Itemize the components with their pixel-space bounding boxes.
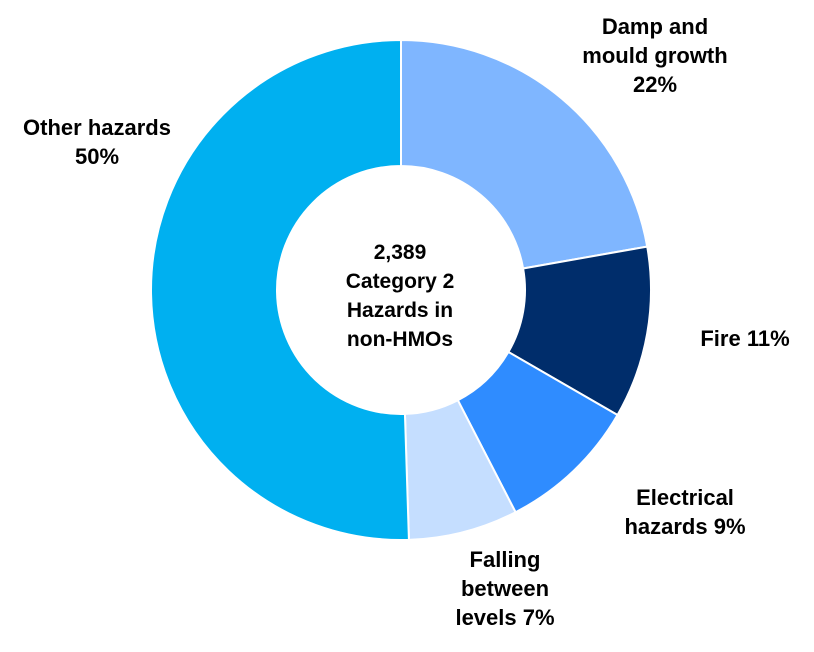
- value-label: 11%: [746, 326, 790, 351]
- category-name: Falling between levels: [455, 547, 550, 630]
- donut-segment: [400, 38, 649, 270]
- center-line: 2,389: [373, 241, 427, 264]
- value-label: 50%: [74, 144, 120, 169]
- center-line: Category 2: [345, 270, 455, 293]
- segment-label: Other hazards 50%: [12, 113, 182, 171]
- value-label: 22%: [632, 72, 678, 97]
- category-name: Other hazards: [23, 115, 171, 140]
- segment-label: Falling between levels 7%: [430, 545, 580, 632]
- segment-label: Electrical hazards 9%: [600, 483, 770, 541]
- category-name: Fire: [700, 326, 741, 351]
- category-name: Electrical hazards: [624, 485, 734, 539]
- center-label: 2,389 Category 2 Hazards in non-HMOs: [300, 238, 500, 354]
- value-label: 7%: [522, 605, 555, 630]
- segment-label: Fire 11%: [690, 324, 800, 353]
- center-line: Hazards in: [346, 299, 454, 322]
- segment-label: Damp and mould growth 22%: [570, 12, 740, 99]
- value-label: 9%: [713, 514, 746, 539]
- center-line: non-HMOs: [346, 328, 454, 351]
- category-name: Damp and mould growth: [582, 14, 728, 68]
- donut-segment: [150, 38, 410, 541]
